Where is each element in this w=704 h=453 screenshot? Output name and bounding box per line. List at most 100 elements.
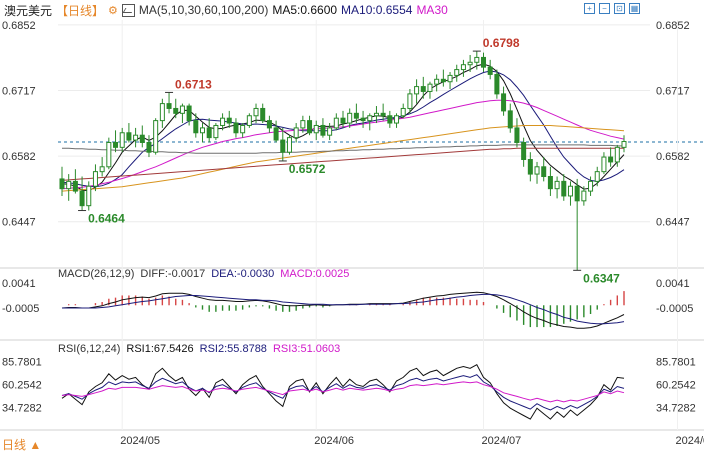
rsi-name: RSI(6,12,24) xyxy=(58,343,121,355)
fit-icon[interactable]: ⊡ xyxy=(614,3,625,14)
chart-toolbar: + − ⊡ ▦ xyxy=(584,3,640,14)
x-axis-date-label: 2024/06 xyxy=(314,435,354,447)
candle-body xyxy=(561,180,567,197)
ma30-label: MA30 xyxy=(416,3,448,17)
candle-body xyxy=(72,180,78,192)
candle-body xyxy=(440,78,446,83)
candle-body xyxy=(59,178,65,190)
candle-body xyxy=(293,127,299,139)
price-axis-label-left: 0.6582 xyxy=(2,151,36,163)
candle-body xyxy=(79,190,85,207)
rsi-axis-label-right: 60.2542 xyxy=(656,379,696,391)
rsi2-label: RSI2:55.8788 xyxy=(199,343,267,355)
candle-body xyxy=(494,73,500,95)
ma5-label: MA5:0.6600 xyxy=(272,3,338,17)
candle-body xyxy=(300,120,306,129)
candle-body xyxy=(280,139,286,153)
macd-name: MACD(26,12,9) xyxy=(58,268,135,280)
price-axis-label-left: 0.6447 xyxy=(2,217,36,229)
candle-body xyxy=(601,156,607,173)
zoom-in-icon[interactable]: + xyxy=(584,3,595,14)
candle-body xyxy=(320,124,326,136)
grid-icon[interactable]: ▦ xyxy=(629,3,640,14)
candle-body xyxy=(407,93,413,109)
candle-body xyxy=(480,56,487,68)
rsi3-label: RSI3:51.0603 xyxy=(272,343,341,355)
candle-body xyxy=(427,83,433,92)
period-switch-button[interactable]: 日线 ▲ xyxy=(2,438,42,452)
candle-body xyxy=(253,107,259,117)
macd-axis-label-right: -0.0005 xyxy=(656,303,693,315)
x-axis-date-label: 2024/08 xyxy=(676,435,704,447)
extreme-label: 0.6347 xyxy=(583,271,620,285)
extreme-label: 0.6464 xyxy=(88,212,125,226)
macd-axis-label-left: -0.0005 xyxy=(2,303,39,315)
candle-body xyxy=(414,86,420,95)
rsi-axis-label-right: 85.7801 xyxy=(656,356,696,368)
candle-body xyxy=(286,137,292,153)
candle-body xyxy=(521,141,527,160)
candle-body xyxy=(501,93,507,112)
candle-body xyxy=(106,141,112,168)
rsi-line-rsi2 xyxy=(61,374,625,411)
candle-body xyxy=(454,69,460,76)
candle-body xyxy=(373,112,379,117)
candle-body xyxy=(447,74,453,83)
candle-body xyxy=(420,86,426,92)
extreme-label: 0.6572 xyxy=(289,162,326,176)
candle-body xyxy=(380,112,386,117)
rsi1-label: RSI1:67.5426 xyxy=(126,343,194,355)
candle-body xyxy=(394,115,400,124)
candle-body xyxy=(179,105,185,114)
candle-body xyxy=(133,134,139,141)
macd-header: MACD(26,12,9) DIFF:-0.0017 DEA:-0.0030 M… xyxy=(58,268,349,280)
candle-body xyxy=(574,185,580,202)
candle-body xyxy=(313,124,319,134)
candle-body xyxy=(126,132,132,141)
macd-axis-label-left: 0.0041 xyxy=(2,278,36,290)
candle-body xyxy=(347,112,353,124)
candle-body xyxy=(139,134,145,143)
candle-body xyxy=(360,117,366,122)
candle-body xyxy=(153,120,159,153)
candle-body xyxy=(226,117,232,124)
candle-body xyxy=(273,127,279,141)
macd-value-label: MACD:0.0025 xyxy=(280,268,350,280)
macd-axis-label-right: 0.0041 xyxy=(656,278,690,290)
candle-body xyxy=(534,166,540,175)
candle-body xyxy=(260,107,266,122)
candle-body xyxy=(554,180,560,190)
candle-body xyxy=(367,115,373,122)
candle-body xyxy=(99,166,105,173)
macd-diff-label: DIFF:-0.0017 xyxy=(140,268,206,280)
price-axis-label-left: 0.6717 xyxy=(2,85,36,97)
candle-body xyxy=(474,56,480,63)
candle-body xyxy=(514,127,520,143)
rsi-axis-label-left: 85.7801 xyxy=(2,356,42,368)
indicator-toggle-icon[interactable] xyxy=(121,3,135,17)
price-axis-label-right: 0.6447 xyxy=(656,217,690,229)
candle-body xyxy=(434,78,440,85)
settings-icon[interactable]: ⚙ xyxy=(108,4,118,17)
candle-body xyxy=(333,117,339,129)
zoom-out-icon[interactable]: − xyxy=(599,3,610,14)
macd-diff-line xyxy=(61,291,625,329)
chart-header: 澳元美元 【日线】 ⚙ MA(5,10,30,60,100,200) MA5:0… xyxy=(4,2,448,18)
candle-body xyxy=(547,176,553,190)
candle-body xyxy=(159,103,165,122)
period-label[interactable]: 【日线】 xyxy=(56,3,105,18)
ma-label: MA(5,10,30,60,100,200) xyxy=(138,3,269,17)
candle-body xyxy=(213,124,219,139)
rsi-axis-label-left: 34.7282 xyxy=(2,403,42,415)
candle-body xyxy=(246,115,252,126)
candle-body xyxy=(113,141,119,148)
instrument-title: 澳元美元 xyxy=(4,3,53,18)
candle-body xyxy=(146,141,152,153)
candle-body xyxy=(487,66,493,75)
x-axis-date-label: 2024/07 xyxy=(482,435,522,447)
candle-body xyxy=(581,190,587,202)
candle-body xyxy=(594,171,600,182)
rsi-axis-label-right: 34.7282 xyxy=(656,403,696,415)
ma-line-ma60 xyxy=(61,125,625,192)
candle-body xyxy=(119,132,125,148)
